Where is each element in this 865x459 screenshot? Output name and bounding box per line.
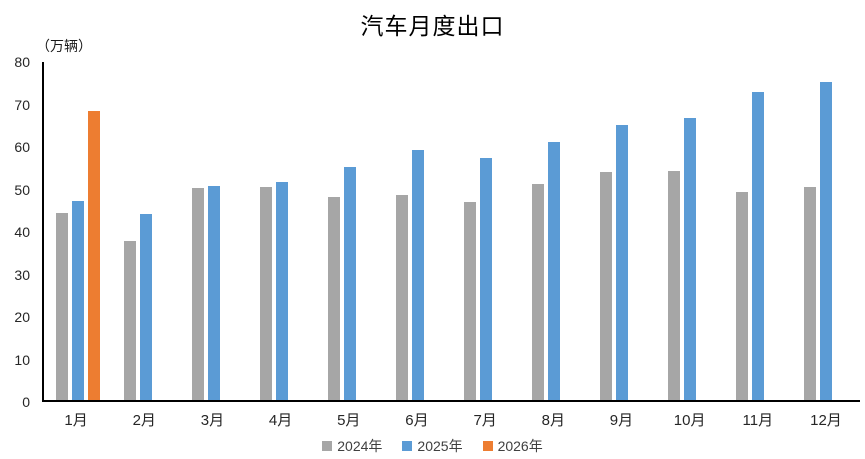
bar-group-8月	[520, 62, 588, 400]
bar-2024年-1月	[56, 212, 68, 400]
bar-group-11月	[724, 62, 792, 400]
bar-2024年-4月	[260, 187, 272, 400]
bar-group-6月	[384, 62, 452, 400]
legend-item-2026年: 2026年	[482, 436, 543, 456]
x-axis-label-11月: 11月	[742, 412, 774, 429]
x-axis-label-2月: 2月	[132, 412, 156, 429]
bar-2024年-8月	[532, 184, 544, 400]
y-tick-label-20: 20	[14, 309, 30, 325]
legend-label-2025年: 2025年	[417, 438, 463, 454]
bar-group-2月	[112, 62, 180, 400]
bar-2025年-1月	[72, 201, 84, 400]
bar-2025年-3月	[208, 185, 220, 400]
y-tick-label-50: 50	[14, 181, 30, 198]
x-axis-label-7月: 7月	[473, 412, 497, 429]
y-axis-tick-labels: 0 10 20 30 40 50 60 70 80	[0, 54, 34, 410]
x-axis-label-8月: 8月	[541, 412, 565, 429]
bar-2025年-8月	[548, 141, 560, 400]
y-tick-label-10: 10	[14, 351, 30, 368]
legend-swatch-2025年	[402, 441, 413, 451]
y-axis-unit-label: （万辆）	[36, 40, 92, 55]
legend-swatch-2026年	[482, 441, 493, 451]
x-axis-label-3月: 3月	[200, 412, 225, 429]
bar-2025年-5月	[344, 167, 356, 400]
bar-2025年-6月	[412, 149, 424, 400]
x-axis-label-4月: 4月	[268, 412, 293, 429]
bar-2024年-7月	[464, 201, 476, 400]
bar-group-4月	[248, 62, 316, 400]
y-tick-label-0: 0	[22, 394, 30, 410]
x-axis-label-1月: 1月	[64, 412, 88, 429]
plot-area	[42, 62, 860, 402]
bar-2026年-1月	[88, 110, 100, 400]
legend-item-2024年: 2024年	[322, 436, 382, 456]
x-axis-label-10月: 10月	[673, 412, 706, 429]
bar-group-10月	[656, 62, 724, 400]
y-tick-label-70: 70	[14, 96, 30, 113]
bar-2025年-2月	[140, 213, 152, 400]
bar-group-1月	[44, 62, 112, 400]
bar-2025年-11月	[752, 91, 764, 400]
bar-2024年-5月	[328, 196, 340, 400]
bar-2025年-4月	[276, 181, 288, 400]
bar-2025年-9月	[616, 125, 628, 400]
x-axis-label-9月: 9月	[609, 412, 634, 429]
bar-2024年-9月	[600, 172, 612, 400]
legend-label-2024年: 2024年	[337, 438, 383, 454]
bar-2024年-2月	[124, 240, 136, 400]
bar-group-12月	[792, 62, 860, 400]
legend: 2024年 2025年 2026年	[0, 436, 865, 456]
bar-2025年-12月	[820, 81, 832, 400]
bar-2025年-7月	[480, 157, 492, 400]
x-axis-label-5月: 5月	[337, 412, 361, 429]
bar-group-9月	[588, 62, 656, 400]
bar-group-3月	[180, 62, 248, 400]
x-axis-labels: 1月 2月 3月 4月 5月 6月 7月 8月 9月 10月 11月 12月	[42, 409, 860, 430]
y-tick-label-40: 40	[14, 224, 30, 240]
chart-title: 汽车月度出口	[360, 14, 505, 39]
x-axis-label-12月: 12月	[810, 412, 842, 429]
bar-group-5月	[316, 62, 384, 400]
x-axis-label-6月: 6月	[405, 412, 429, 429]
legend-swatch-2024年	[322, 441, 333, 451]
bar-2024年-10月	[668, 171, 680, 400]
y-tick-label-60: 60	[14, 139, 30, 155]
legend-item-2025年: 2025年	[402, 436, 463, 456]
bar-2024年-12月	[804, 186, 816, 400]
y-tick-label-30: 30	[14, 266, 30, 283]
bar-2024年-11月	[736, 192, 748, 400]
bar-group-7月	[452, 62, 520, 400]
bar-2024年-3月	[192, 187, 204, 400]
y-tick-label-80: 80	[14, 54, 30, 70]
bar-2024年-6月	[396, 195, 408, 400]
bar-2025年-10月	[684, 118, 696, 400]
legend-label-2026年: 2026年	[497, 438, 543, 454]
